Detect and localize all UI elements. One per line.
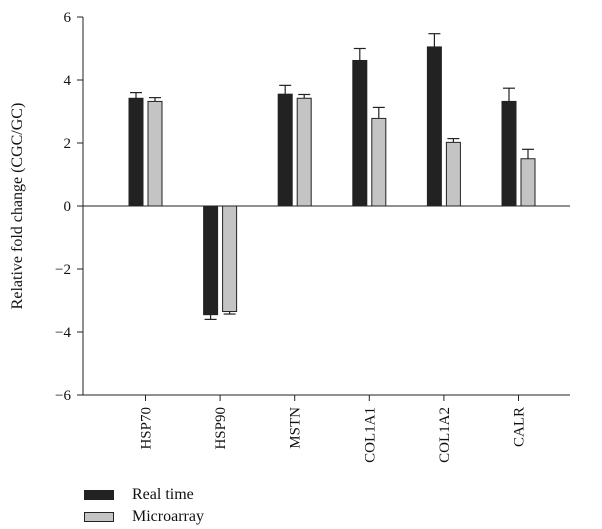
x-tick-label-hsp90: HSP90 — [213, 407, 229, 450]
bars-layer — [128, 33, 536, 320]
x-tick-label-hsp70: HSP70 — [139, 407, 155, 450]
legend-item-real-time: Real time — [84, 484, 204, 506]
y-tick-label-1: 4 — [64, 73, 72, 89]
bar-calr-microarray — [520, 158, 536, 207]
legend-swatch-real-time — [84, 490, 114, 500]
y-tick-label-4: −2 — [55, 262, 71, 278]
x-tick-label-calr: CALR — [512, 407, 528, 447]
bar-col1a1-microarray — [371, 117, 387, 207]
legend: Real time Microarray — [84, 484, 204, 528]
bar-col1a1-real-time — [352, 59, 368, 207]
y-tick-label-2: 2 — [64, 136, 72, 152]
labels-layer: HSP70 HSP90 MSTN COL1A1 COL1A2 CALR 6 4 2 0 −2 −4 −6… — [9, 10, 528, 463]
legend-swatch-microarray — [84, 512, 114, 522]
bar-col1a2-microarray — [445, 141, 461, 207]
x-tick-label-col1a2: COL1A2 — [437, 407, 453, 463]
x-tick-label-col1a1: COL1A1 — [362, 407, 378, 463]
x-tick-label-mstn: MSTN — [288, 407, 304, 449]
bar-col1a2-real-time — [426, 46, 442, 207]
bar-hsp90-real-time — [203, 205, 219, 316]
y-tick-label-5: −4 — [55, 325, 71, 341]
bar-hsp70-real-time — [128, 97, 144, 207]
legend-label-real-time: Real time — [132, 486, 194, 503]
legend-item-microarray: Microarray — [84, 506, 204, 528]
legend-label-microarray: Microarray — [132, 508, 204, 525]
y-tick-label-6: −6 — [55, 388, 71, 404]
y-tick-label-0: 6 — [64, 10, 72, 26]
bar-mstn-microarray — [296, 97, 312, 207]
bar-hsp90-microarray — [222, 205, 238, 313]
axes-layer — [77, 16, 570, 401]
bar-hsp70-microarray — [147, 100, 163, 207]
bar-mstn-real-time — [277, 93, 293, 207]
bar-calr-real-time — [501, 100, 517, 207]
y-axis-title: Relative fold change (CGC/GC) — [9, 103, 26, 310]
y-tick-label-3: 0 — [64, 199, 72, 215]
